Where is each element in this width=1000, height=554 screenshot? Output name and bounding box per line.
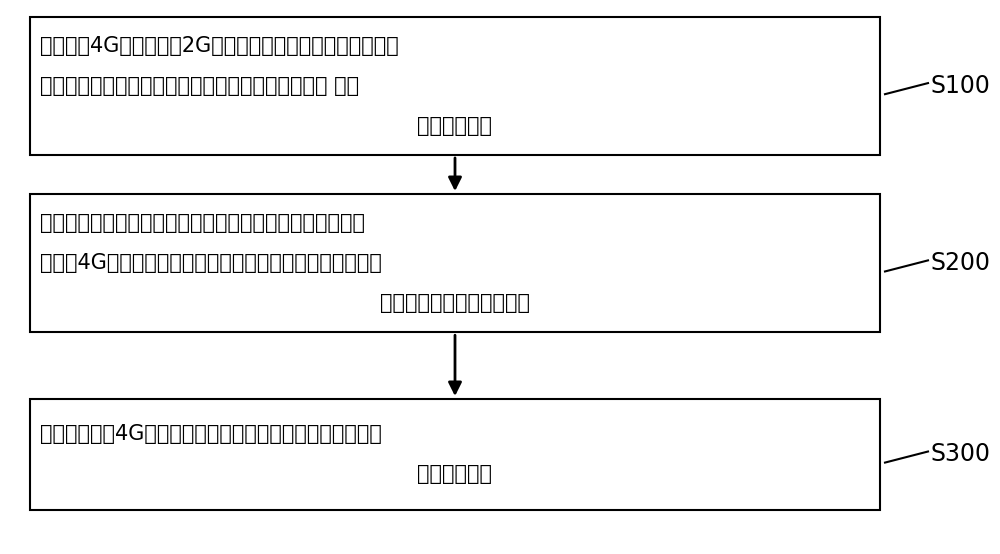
Text: 基于当前4G小区的所有2G邻区，选择回落频点次数占比、双: 基于当前4G小区的所有2G邻区，选择回落频点次数占比、双 bbox=[40, 36, 399, 56]
Text: 第一邻区集合: 第一邻区集合 bbox=[417, 116, 492, 136]
Text: 述当前4G小区的距离，获取所述距离在预设距离门限范围内: 述当前4G小区的距离，获取所述距离在预设距离门限范围内 bbox=[40, 253, 382, 273]
Text: S100: S100 bbox=[930, 74, 990, 98]
Bar bbox=[30, 17, 880, 155]
Text: 待次数以及双待次数占比均满足相应预设条件的邻区 构成: 待次数以及双待次数占比均满足相应预设条件的邻区 构成 bbox=[40, 76, 359, 96]
Text: 根据所述第一邻区集合中每个邻区的经纬度计算该邻区和所: 根据所述第一邻区集合中每个邻区的经纬度计算该邻区和所 bbox=[40, 213, 365, 233]
Text: 指示所述当前4G小区内的终端对所述第二邻区集合内的邻区: 指示所述当前4G小区内的终端对所述第二邻区集合内的邻区 bbox=[40, 424, 382, 444]
Text: S200: S200 bbox=[930, 251, 990, 275]
Text: S300: S300 bbox=[930, 442, 990, 466]
Bar bbox=[30, 399, 880, 510]
Bar bbox=[30, 194, 880, 332]
Text: 的邻区，构成第二邻区集合: 的邻区，构成第二邻区集合 bbox=[380, 293, 530, 313]
Text: 进行测量上报: 进行测量上报 bbox=[417, 464, 492, 484]
